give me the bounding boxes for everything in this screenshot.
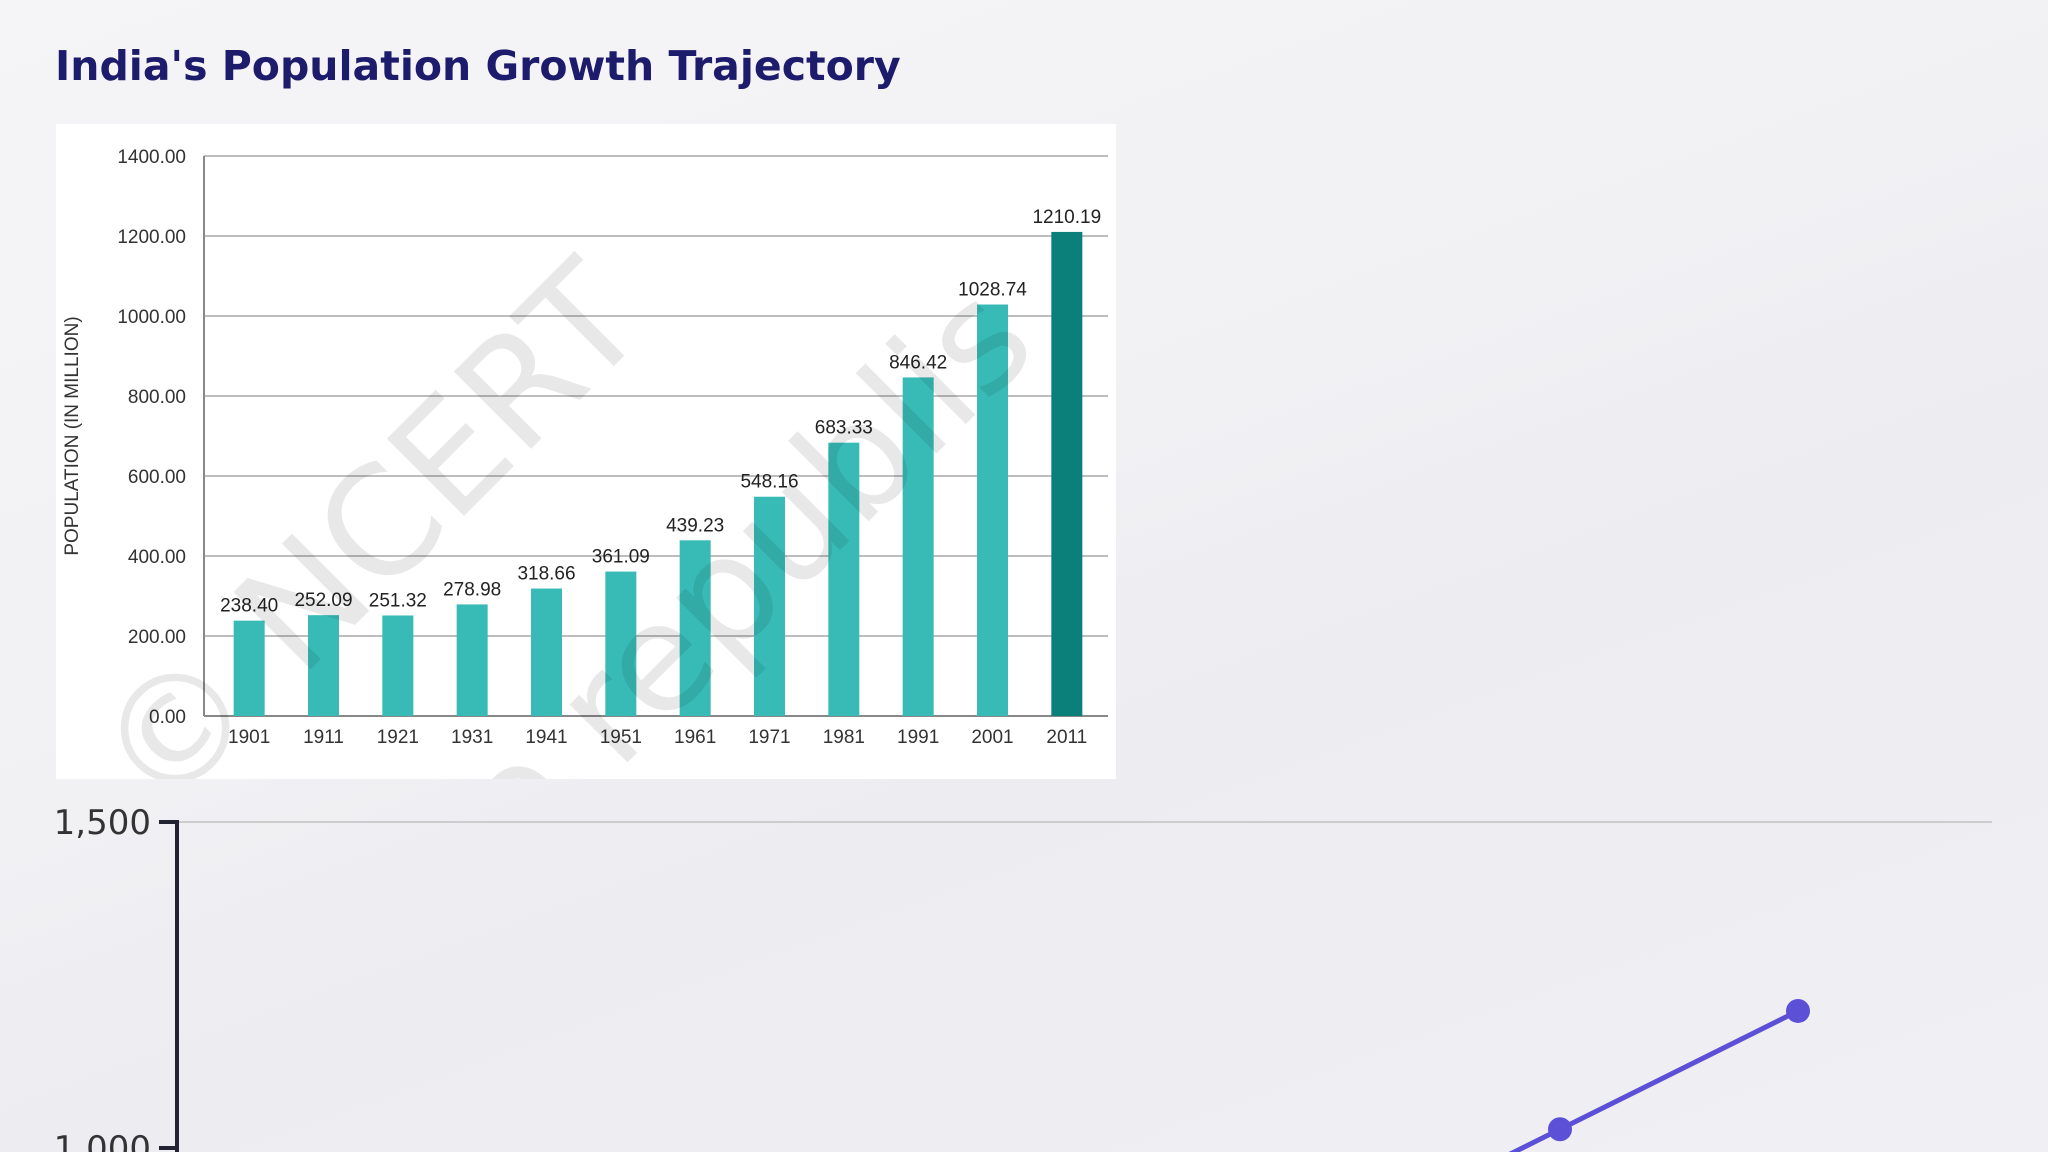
bar-value-label: 1210.19 [1032, 207, 1101, 228]
x-tick-label: 1951 [600, 727, 642, 748]
bar-1901 [233, 620, 265, 716]
y-tick-label: 200.00 [128, 627, 186, 648]
x-tick-label: 1991 [897, 727, 939, 748]
line-chart: 1,500 1,000 [54, 803, 1992, 1152]
point-2001 [1548, 1117, 1572, 1142]
page-title: India's Population Growth Trajectory [55, 42, 901, 90]
bar-value-label: 251.32 [369, 590, 427, 611]
bar-1961 [679, 540, 711, 716]
bar-value-label: 683.33 [815, 418, 873, 439]
bar-value-label: 278.98 [443, 579, 501, 600]
bar-1991 [902, 377, 934, 716]
bar-1931 [456, 604, 488, 716]
y-tick-label: 400.00 [128, 547, 186, 568]
bar-2001 [977, 304, 1008, 716]
bar-1981 [828, 442, 860, 716]
y-tick-label: 1,500 [54, 803, 151, 843]
x-tick-label: 2011 [1046, 727, 1087, 748]
bar-1941 [531, 588, 562, 716]
x-tick-label: 1921 [377, 727, 419, 748]
bar-1951 [605, 571, 637, 716]
y-tick-label: 1,000 [54, 1129, 151, 1152]
bar-1921 [382, 615, 414, 716]
bar-value-label: 846.42 [889, 352, 947, 373]
bar-chart-image: 0.00 200.00 400.00 600.00 800.00 1000.00 1200.… [56, 124, 1116, 779]
point-2011 [1786, 998, 1810, 1023]
bar-value-label: 439.23 [666, 515, 724, 536]
x-tick-label: 1901 [228, 727, 270, 748]
x-tick-label: 1941 [525, 727, 567, 748]
x-tick-label: 1971 [748, 727, 790, 748]
y-tick-label: 1400.00 [117, 147, 186, 168]
x-tick-label: 1961 [674, 727, 716, 748]
y-tick-label: 1200.00 [117, 227, 186, 248]
y-tick-label: 0.00 [149, 707, 186, 728]
y-tick-label: 1000.00 [117, 307, 186, 328]
x-tick-label: 2001 [971, 727, 1013, 748]
y-tick-label: 800.00 [128, 387, 186, 408]
bar-1971 [754, 496, 785, 716]
y-tick-label: 600.00 [128, 467, 186, 488]
bar-2011 [1051, 231, 1083, 716]
bar-value-label: 548.16 [740, 472, 798, 493]
bar-value-label: 252.09 [294, 590, 352, 611]
bar-value-label: 238.40 [220, 596, 278, 617]
x-tick-label: 1911 [303, 727, 344, 748]
bar-chart: 0.00 200.00 400.00 600.00 800.00 1000.00 1200.… [62, 147, 1108, 748]
y-axis-label: POPULATION (IN MILLION) [62, 316, 83, 555]
bar-1911 [308, 615, 339, 716]
bar-value-label: 361.09 [592, 547, 650, 568]
x-tick-label: 1981 [823, 727, 865, 748]
bar-value-label: 1028.74 [958, 280, 1027, 301]
bar-value-label: 318.66 [517, 564, 575, 585]
x-tick-label: 1931 [451, 727, 493, 748]
